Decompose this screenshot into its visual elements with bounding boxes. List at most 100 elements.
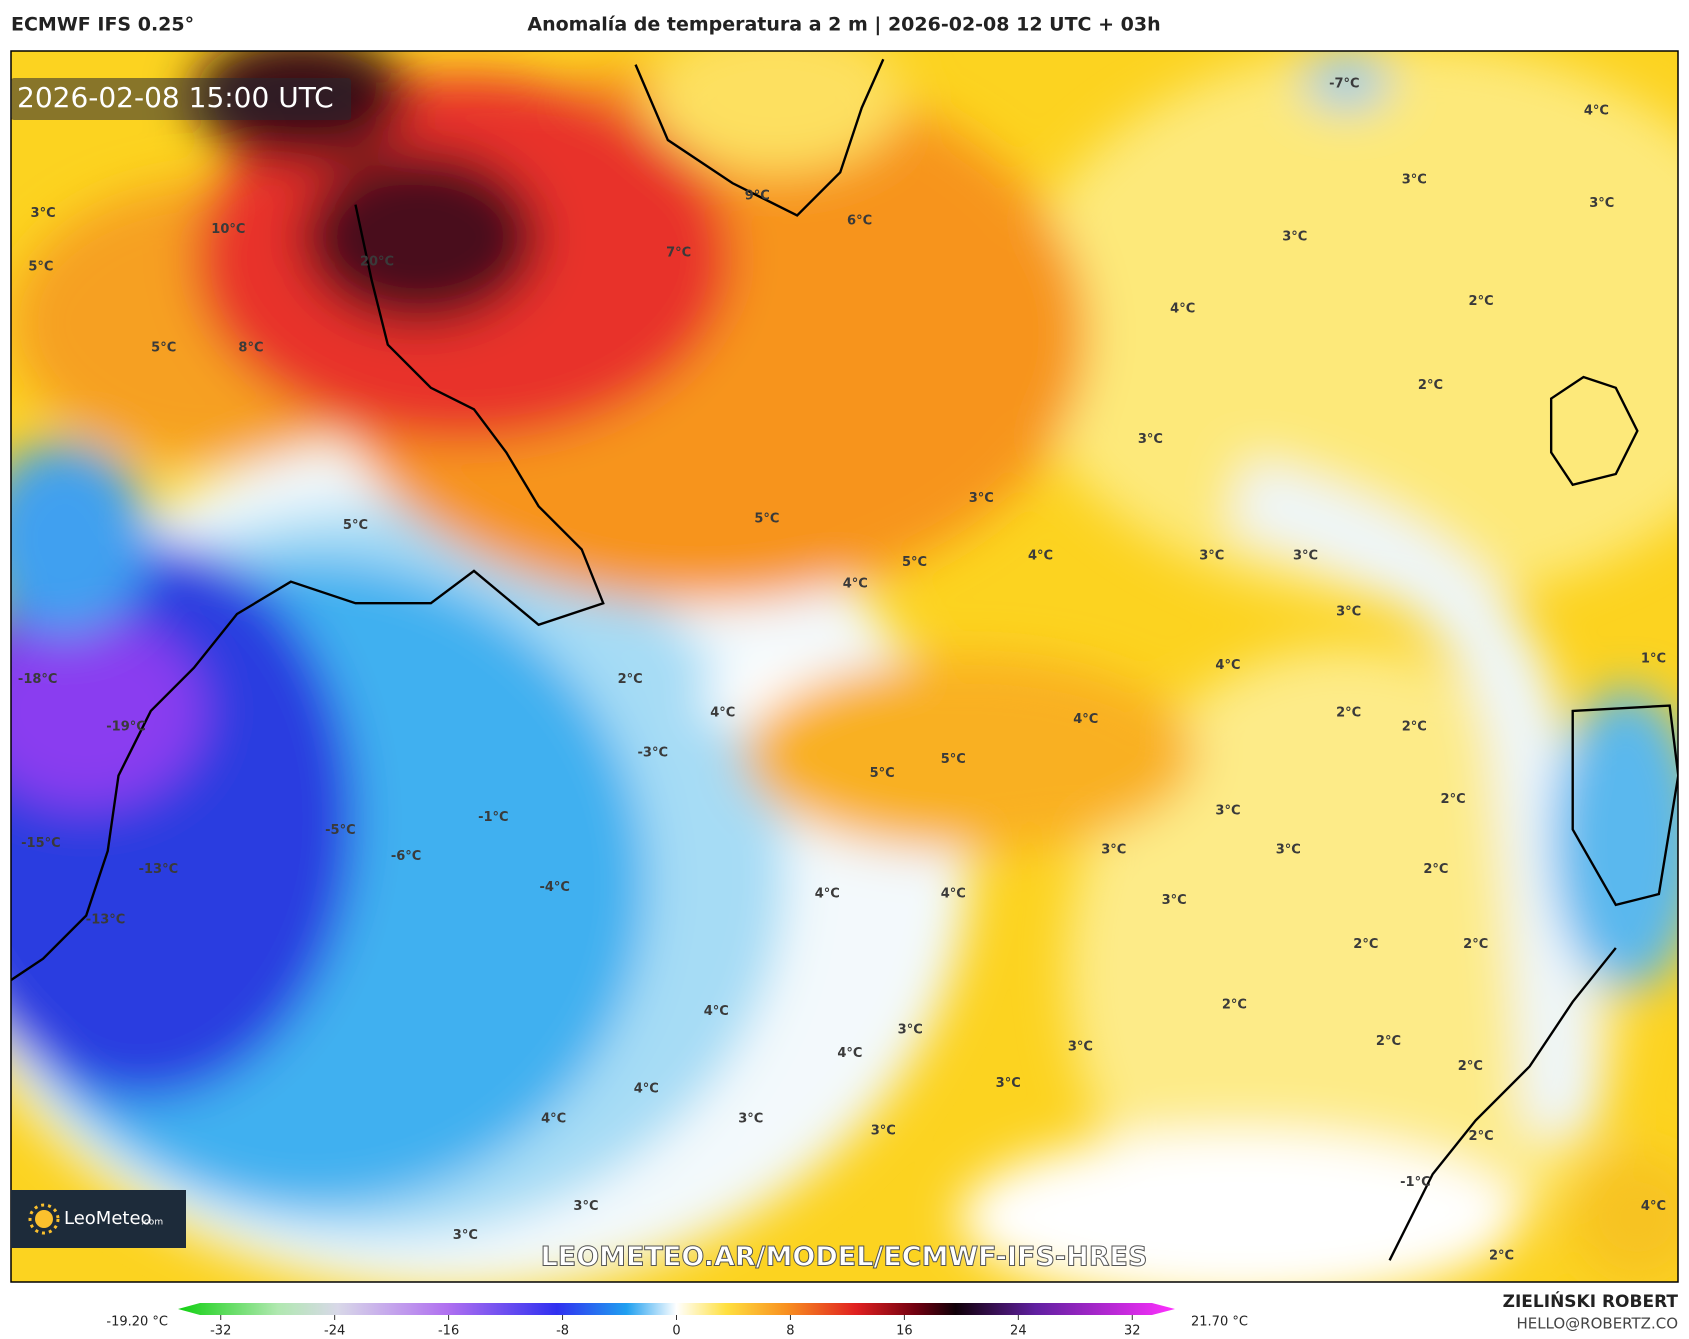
temperature-label: 4°C bbox=[1073, 712, 1098, 727]
map-frame bbox=[10, 50, 1679, 1283]
temperature-label: 4°C bbox=[1170, 302, 1195, 317]
temperature-label: 2°C bbox=[1458, 1059, 1483, 1074]
colorbar: -19.20 °C 21.70 °C -32 -24 -16 -8 0 8 16 24 32 bbox=[106, 1303, 1248, 1339]
logo-name: LeoMeteo bbox=[64, 1208, 152, 1229]
logo-rays bbox=[28, 1203, 60, 1235]
temperature-label: 5°C bbox=[941, 752, 966, 767]
temperature-label: 5°C bbox=[754, 512, 779, 527]
temperature-label: 3°C bbox=[738, 1112, 763, 1127]
temperature-label: 3°C bbox=[898, 1022, 923, 1037]
temperature-label: 3°C bbox=[1293, 548, 1318, 563]
logo-sun bbox=[35, 1210, 53, 1228]
temperature-label: 4°C bbox=[704, 1004, 729, 1019]
temperature-label: 2°C bbox=[618, 672, 643, 687]
credit-email: HELLO@ROBERTZ.CO bbox=[1516, 1315, 1678, 1333]
temperature-label: 2°C bbox=[1463, 937, 1488, 952]
temperature-label: -19°C bbox=[106, 720, 146, 735]
temperature-label: 3°C bbox=[453, 1228, 478, 1243]
timestamp: 2026-02-08 15:00 UTC bbox=[17, 81, 334, 114]
temperature-label: 3°C bbox=[1402, 172, 1427, 187]
temperature-label: 3°C bbox=[1068, 1040, 1093, 1055]
temperature-label: 2°C bbox=[1469, 294, 1494, 309]
temperature-label: -4°C bbox=[539, 880, 569, 895]
temperature-label: 2°C bbox=[1376, 1034, 1401, 1049]
map-labels: 3°C 10°C 5°C 20°C 7°C 6°C 9°C -7°C 4°C 3°C 3°C 3°C 4… bbox=[18, 77, 1666, 1264]
temperature-label: 2°C bbox=[1423, 862, 1448, 877]
temperature-label: 2°C bbox=[1402, 720, 1427, 735]
temperature-label: -13°C bbox=[139, 862, 179, 877]
temperature-label: -1°C bbox=[1400, 1175, 1430, 1190]
temperature-label: 5°C bbox=[902, 555, 927, 570]
colorbar-tick-label: 32 bbox=[1124, 1324, 1141, 1339]
temperature-label: 10°C bbox=[211, 222, 245, 237]
map bbox=[11, 51, 1678, 1282]
temperature-label: 3°C bbox=[1336, 604, 1361, 619]
temperature-label: 3°C bbox=[1282, 229, 1307, 244]
temperature-label: 4°C bbox=[710, 706, 735, 721]
temperature-label: 8°C bbox=[238, 340, 263, 355]
temperature-label: 2°C bbox=[1336, 706, 1361, 721]
temperature-label: 3°C bbox=[969, 491, 994, 506]
temperature-label: 3°C bbox=[996, 1076, 1021, 1091]
temperature-label: 9°C bbox=[745, 189, 770, 204]
temperature-label: 4°C bbox=[941, 887, 966, 902]
temperature-label: 3°C bbox=[871, 1124, 896, 1139]
colorbar-tick-label: -24 bbox=[324, 1324, 345, 1339]
temperature-label: 4°C bbox=[1215, 658, 1240, 673]
temperature-label: 2°C bbox=[1469, 1129, 1494, 1144]
colorbar-tick-label: -32 bbox=[210, 1324, 231, 1339]
colorbar-min: -19.20 °C bbox=[106, 1315, 168, 1330]
temperature-label: -18°C bbox=[18, 672, 58, 687]
temperature-label: 2°C bbox=[1441, 792, 1466, 807]
temperature-label: 4°C bbox=[541, 1112, 566, 1127]
colorbar-tick-label: -8 bbox=[556, 1324, 569, 1339]
temperature-label: 3°C bbox=[31, 206, 56, 221]
temperature-label: 3°C bbox=[1199, 548, 1224, 563]
temperature-label: 4°C bbox=[1641, 1199, 1666, 1214]
temperature-label: 3°C bbox=[1589, 196, 1614, 211]
temperature-label: -13°C bbox=[86, 912, 126, 927]
colorbar-tick-label: 8 bbox=[786, 1324, 794, 1339]
temperature-label: 3°C bbox=[1101, 842, 1126, 857]
temperature-label: 7°C bbox=[666, 246, 691, 261]
colorbar-tick-label: -16 bbox=[438, 1324, 459, 1339]
temperature-label: -6°C bbox=[391, 849, 421, 864]
temperature-label: 3°C bbox=[573, 1199, 598, 1214]
temperature-label: 6°C bbox=[847, 213, 872, 228]
temperature-label: 3°C bbox=[1276, 842, 1301, 857]
temperature-label: 2°C bbox=[1222, 997, 1247, 1012]
temperature-label: 5°C bbox=[151, 340, 176, 355]
colorbar-bar bbox=[178, 1303, 1175, 1315]
temperature-label: -5°C bbox=[325, 823, 355, 838]
temperature-label: -1°C bbox=[478, 810, 508, 825]
temperature-label: 2°C bbox=[1489, 1248, 1514, 1263]
temperature-label: 4°C bbox=[837, 1046, 862, 1061]
temperature-label: 2°C bbox=[1353, 937, 1378, 952]
temperature-label: 1°C bbox=[1641, 652, 1666, 667]
temperature-label: 4°C bbox=[1584, 103, 1609, 118]
temperature-label: 5°C bbox=[343, 518, 368, 533]
credit-author: ZIELIŃSKI ROBERT bbox=[1503, 1290, 1679, 1312]
temperature-label: -7°C bbox=[1329, 77, 1359, 92]
temperature-label: 4°C bbox=[815, 887, 840, 902]
watermark: LEOMETEO.AR/MODEL/ECMWF-IFS-HRES bbox=[541, 1242, 1148, 1273]
field bbox=[11, 51, 1678, 1282]
map-title: Anomalía de temperatura a 2 m | 2026-02-… bbox=[527, 14, 1160, 36]
colorbar-max: 21.70 °C bbox=[1191, 1315, 1248, 1330]
temperature-label: 5°C bbox=[28, 260, 53, 275]
temperature-label: 20°C bbox=[360, 254, 394, 269]
temperature-label: 3°C bbox=[1138, 432, 1163, 447]
temperature-label: 4°C bbox=[1028, 548, 1053, 563]
temperature-label: 2°C bbox=[1418, 378, 1443, 393]
temperature-label: -15°C bbox=[21, 836, 61, 851]
temperature-label: 4°C bbox=[634, 1082, 659, 1097]
temperature-label: 3°C bbox=[1162, 893, 1187, 908]
temperature-label: 3°C bbox=[1215, 804, 1240, 819]
model-name: ECMWF IFS 0.25° bbox=[11, 14, 194, 36]
colorbar-tick-label: 16 bbox=[896, 1324, 913, 1339]
temperature-label: -3°C bbox=[638, 745, 668, 760]
colorbar-tick-label: 0 bbox=[672, 1324, 680, 1339]
timestamp-box bbox=[11, 78, 351, 120]
